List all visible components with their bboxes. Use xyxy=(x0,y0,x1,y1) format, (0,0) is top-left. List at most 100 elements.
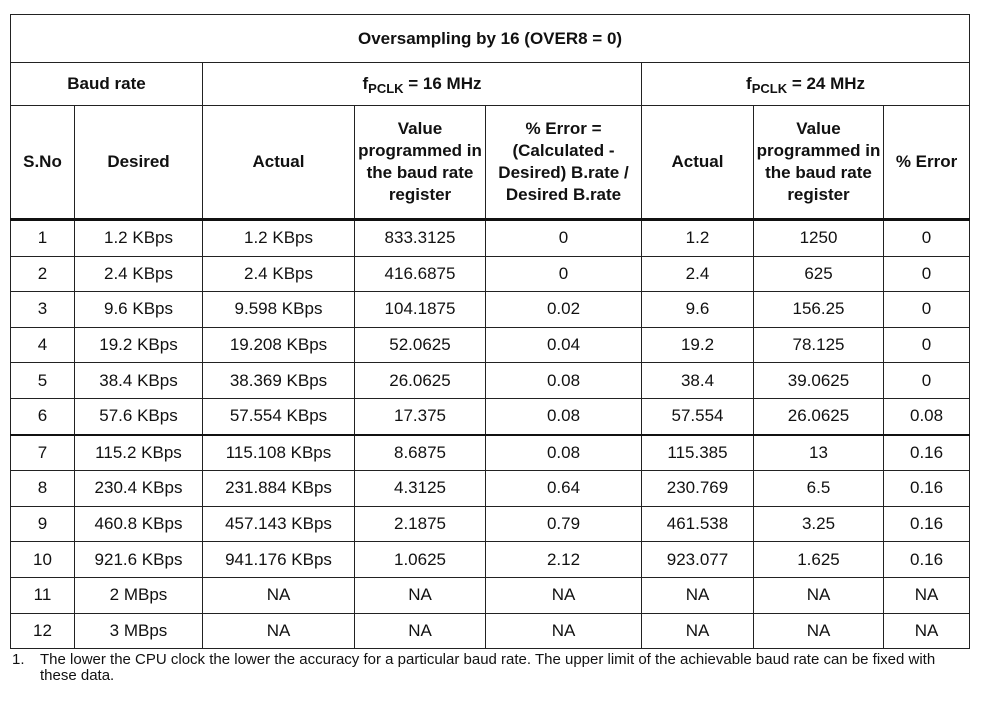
cell-error-24: 0.16 xyxy=(882,434,971,472)
cell-error-16: 0.08 xyxy=(485,434,642,472)
col-header-error-16: % Error = (Calculated - Desired) B.rate … xyxy=(485,105,642,221)
cell-actual-16: 115.108 KBps xyxy=(202,434,355,472)
col-header-value-24: Value programmed in the baud rate regist… xyxy=(753,105,884,221)
cell-value-16: 416.6875 xyxy=(354,255,486,293)
cell-actual-24: 9.6 xyxy=(641,291,754,328)
cell-actual-24: NA xyxy=(641,612,754,650)
cell-error-16: 0.08 xyxy=(485,362,642,399)
cell-sno: 8 xyxy=(10,470,75,507)
cell-value-24: 6.5 xyxy=(753,470,884,507)
cell-actual-24: 38.4 xyxy=(641,362,754,399)
cell-error-16: 0 xyxy=(485,255,642,293)
baud-rate-group-header: Baud rate xyxy=(10,62,203,106)
cell-sno: 11 xyxy=(10,576,75,614)
cell-actual-16: 38.369 KBps xyxy=(202,362,355,399)
cell-value-24: 1250 xyxy=(753,219,884,257)
cell-value-24: NA xyxy=(753,576,884,614)
cell-desired: 3 MBps xyxy=(74,612,203,650)
f24-prefix: f xyxy=(746,74,752,93)
cell-actual-16: 2.4 KBps xyxy=(202,255,355,293)
cell-value-24: 26.0625 xyxy=(753,397,884,436)
cell-value-16: 52.0625 xyxy=(354,326,486,364)
table-title: Oversampling by 16 (OVER8 = 0) xyxy=(9,14,971,63)
footnote-number: 1. xyxy=(12,651,25,668)
cell-value-16: 8.6875 xyxy=(354,434,486,472)
table-row: 11 2 MBps NA NA NA NA NA NA xyxy=(10,576,971,614)
cell-actual-16: 1.2 KBps xyxy=(202,219,355,257)
cell-sno: 4 xyxy=(10,326,75,364)
cell-desired: 19.2 KBps xyxy=(74,326,203,364)
cell-actual-24: 19.2 xyxy=(641,326,754,364)
cell-actual-24: 1.2 xyxy=(641,219,754,257)
cell-value-24: 39.0625 xyxy=(753,362,884,399)
cell-value-24: 1.625 xyxy=(753,541,884,578)
cell-error-24: 0 xyxy=(882,362,971,399)
cell-sno: 7 xyxy=(10,434,75,472)
cell-error-24: 0.16 xyxy=(882,541,971,578)
cell-actual-16: 941.176 KBps xyxy=(202,541,355,578)
cell-desired: 230.4 KBps xyxy=(74,470,203,507)
cell-error-16: NA xyxy=(485,576,642,614)
cell-error-24: NA xyxy=(882,576,971,614)
col-header-actual-16: Actual xyxy=(202,105,355,221)
cell-error-24: 0.16 xyxy=(882,470,971,507)
f16-suffix: = 16 MHz xyxy=(403,74,482,93)
col-header-desired: Desired xyxy=(74,105,203,221)
cell-desired: 115.2 KBps xyxy=(74,434,203,472)
cell-value-16: NA xyxy=(354,612,486,650)
fpclk-16mhz-group-header: fPCLK = 16 MHz xyxy=(202,62,642,106)
cell-error-24: NA xyxy=(882,612,971,650)
cell-error-16: 0.08 xyxy=(485,397,642,436)
f16-subscript: PCLK xyxy=(368,81,404,96)
table-row: 12 3 MBps NA NA NA NA NA NA xyxy=(10,612,971,650)
cell-value-24: 13 xyxy=(753,434,884,472)
cell-error-16: 2.12 xyxy=(485,541,642,578)
cell-actual-16: NA xyxy=(202,612,355,650)
cell-sno: 1 xyxy=(10,219,75,257)
col-header-actual-24: Actual xyxy=(641,105,754,221)
f24-subscript: PCLK xyxy=(751,81,788,96)
f24-suffix: = 24 MHz xyxy=(787,74,866,93)
cell-actual-24: 2.4 xyxy=(641,255,754,293)
cell-sno: 6 xyxy=(10,397,75,436)
cell-desired: 1.2 KBps xyxy=(74,219,203,257)
cell-value-16: 104.1875 xyxy=(354,291,486,328)
cell-desired: 9.6 KBps xyxy=(74,291,203,328)
cell-desired: 38.4 KBps xyxy=(74,362,203,399)
table-row: 1 1.2 KBps 1.2 KBps 833.3125 0 1.2 1250 0 xyxy=(10,219,971,257)
col-header-value-16: Value programmed in the baud rate regist… xyxy=(354,105,486,221)
cell-actual-24: NA xyxy=(641,576,754,614)
cell-actual-16: NA xyxy=(202,576,355,614)
cell-error-24: 0 xyxy=(882,291,971,328)
cell-value-16: 2.1875 xyxy=(354,505,486,543)
cell-value-16: 833.3125 xyxy=(354,219,486,257)
table-row: 5 38.4 KBps 38.369 KBps 26.0625 0.08 38.4 39.0… xyxy=(10,362,971,399)
cell-actual-24: 923.077 xyxy=(641,541,754,578)
col-header-sno: S.No xyxy=(10,105,75,221)
cell-sno: 3 xyxy=(10,291,75,328)
cell-error-16: 0.64 xyxy=(485,470,642,507)
cell-value-16: 4.3125 xyxy=(354,470,486,507)
cell-value-24: 78.125 xyxy=(753,326,884,364)
cell-value-16: 17.375 xyxy=(354,397,486,436)
baud-rate-table: Oversampling by 16 (OVER8 = 0) Baud rate… xyxy=(9,14,971,650)
cell-desired: 921.6 KBps xyxy=(74,541,203,578)
cell-error-24: 0 xyxy=(882,326,971,364)
cell-sno: 9 xyxy=(10,505,75,543)
cell-value-16: 26.0625 xyxy=(354,362,486,399)
cell-error-16: 0.79 xyxy=(485,505,642,543)
cell-error-16: 0.04 xyxy=(485,326,642,364)
table-row: 2 2.4 KBps 2.4 KBps 416.6875 0 2.4 625 0 xyxy=(10,255,971,293)
fpclk-24mhz-group-header: fPCLK = 24 MHz xyxy=(640,62,971,106)
cell-value-24: 3.25 xyxy=(753,505,884,543)
table-row: 6 57.6 KBps 57.554 KBps 17.375 0.08 57.554 26.… xyxy=(10,397,971,436)
table-row: 10 921.6 KBps 941.176 KBps 1.0625 2.12 923.07… xyxy=(10,541,971,578)
footnote: 1. The lower the CPU clock the lower the… xyxy=(12,652,962,684)
cell-actual-24: 57.554 xyxy=(641,397,754,436)
cell-actual-16: 457.143 KBps xyxy=(202,505,355,543)
table-row: 8 230.4 KBps 231.884 KBps 4.3125 0.64 230.769… xyxy=(10,470,971,507)
cell-value-24: 625 xyxy=(753,255,884,293)
cell-error-24: 0 xyxy=(882,219,971,257)
cell-value-16: 1.0625 xyxy=(354,541,486,578)
table-row: 7 115.2 KBps 115.108 KBps 8.6875 0.08 115.385… xyxy=(10,434,971,472)
